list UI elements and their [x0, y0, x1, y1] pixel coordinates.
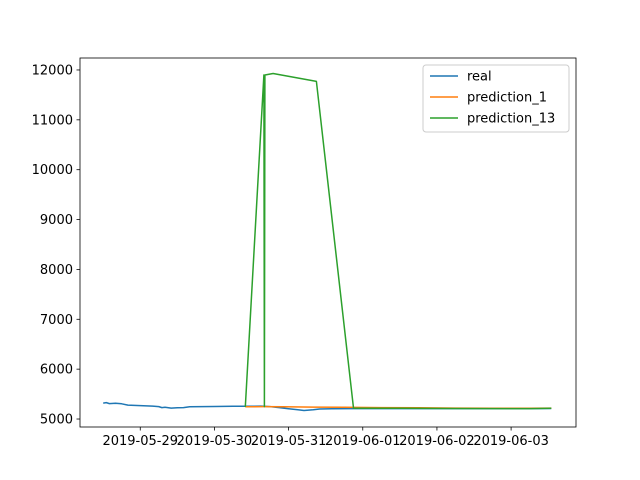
y-tick-label: 9000 [40, 213, 73, 228]
axes-layer: 5000 6000 7000 8000 9000 10000 11000 12000 2019-… [32, 57, 577, 449]
x-tick-label: 2019-05-31 [251, 434, 327, 449]
legend-label-prediction_1: prediction_1 [467, 91, 547, 106]
x-tick-label: 2019-06-01 [325, 434, 401, 449]
x-tick-label: 2019-05-30 [177, 434, 253, 449]
plot-frame [79, 57, 577, 428]
y-tick-label: 8000 [40, 263, 73, 278]
y-tick-label: 7000 [40, 313, 73, 328]
y-tick-label: 5000 [40, 413, 73, 428]
series-line-prediction_13 [244, 72, 552, 410]
y-tick-label: 6000 [40, 363, 73, 378]
y-tick-label: 10000 [32, 163, 73, 178]
x-tick-label: 2019-06-03 [473, 434, 549, 449]
legend-label-prediction_13: prediction_13 [467, 112, 555, 127]
x-tick-label: 2019-06-02 [399, 434, 475, 449]
legend-box [422, 64, 570, 133]
legend: real prediction_1 prediction_13 [422, 64, 570, 133]
legend-label-real: real [467, 70, 492, 85]
x-tick-label: 2019-05-29 [102, 434, 178, 449]
series-layer [103, 72, 552, 412]
y-tick-label: 12000 [32, 63, 73, 78]
y-tick-label: 11000 [32, 113, 73, 128]
